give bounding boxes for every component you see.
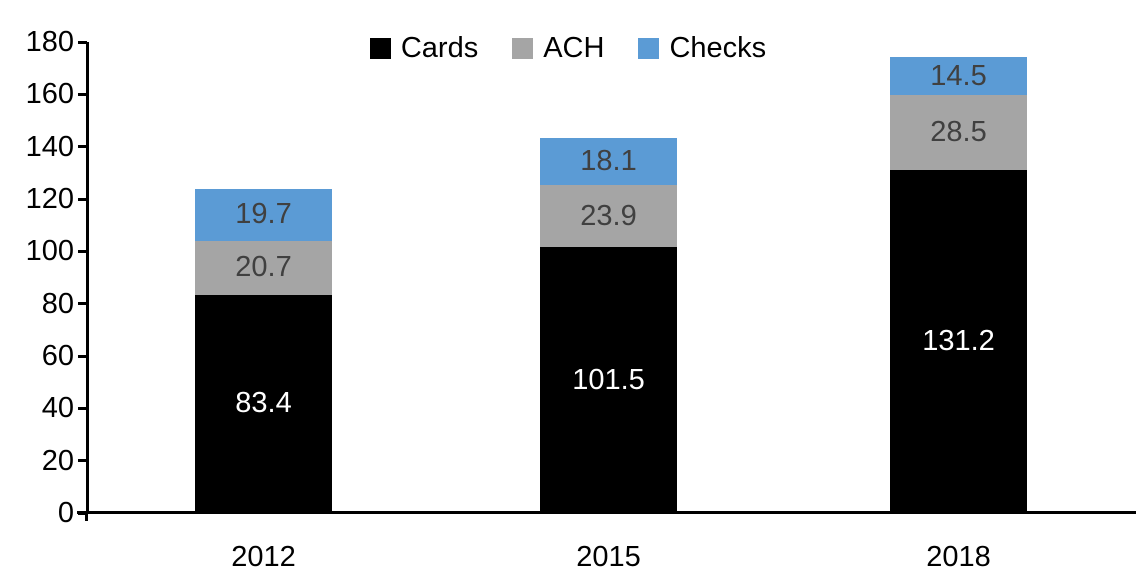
bar-segment-cards-2018 [890, 169, 1027, 513]
bar-segment-checks-2015 [540, 137, 677, 185]
y-axis-tick-label: 180 [25, 26, 74, 58]
y-axis-line [86, 42, 89, 514]
legend-label-ach: ACH [543, 32, 605, 64]
cards-swatch-icon [369, 38, 391, 59]
data-label-ach-2018: 28.5 [930, 115, 987, 148]
y-axis-tick [78, 459, 87, 463]
legend-item-checks: Checks [638, 34, 766, 63]
ach-swatch-icon [512, 38, 534, 59]
checks-swatch-icon [638, 38, 660, 59]
chart-legend: Cards ACH Checks [0, 34, 1136, 63]
y-axis-tick-label: 40 [41, 392, 74, 425]
y-axis-tick [78, 406, 87, 410]
y-axis-tick-label: 60 [41, 340, 74, 372]
y-axis-tick-label: 140 [25, 130, 74, 163]
bar-segment-cards-2015 [540, 247, 677, 513]
y-axis-tick-label: 0 [57, 497, 74, 529]
legend-label-cards: Cards [400, 32, 479, 64]
y-axis-tick [78, 197, 87, 201]
x-axis-tick [85, 514, 88, 521]
y-axis-tick [78, 92, 87, 96]
y-axis-tick [78, 145, 87, 149]
bar-segment-ach-2018 [890, 95, 1027, 170]
x-axis-category-label: 2012 [231, 541, 296, 573]
data-label-ach-2015: 23.9 [580, 199, 637, 232]
y-axis-tick [78, 511, 87, 515]
data-label-ach-2012: 20.7 [235, 251, 292, 284]
x-axis-category-label: 2018 [926, 541, 991, 573]
legend-item-cards: Cards [369, 32, 479, 64]
x-axis-category-label: 2015 [576, 541, 641, 573]
bar-segment-ach-2012 [195, 240, 332, 295]
data-label-cards-2018: 131.2 [922, 324, 995, 357]
bar-segment-cards-2012 [195, 294, 332, 513]
data-label-checks-2012: 19.7 [235, 198, 292, 231]
legend-label-checks: Checks [669, 32, 767, 64]
y-axis-tick [78, 302, 87, 306]
data-label-cards-2012: 83.4 [235, 387, 292, 420]
y-axis-tick [78, 249, 87, 253]
legend-item-ach: ACH [512, 34, 604, 63]
y-axis-tick [78, 354, 87, 358]
data-label-checks-2015: 18.1 [580, 144, 637, 177]
y-axis-tick [78, 40, 87, 44]
bar-segment-ach-2015 [540, 184, 677, 248]
data-label-cards-2015: 101.5 [572, 363, 645, 396]
bar-segment-checks-2012 [195, 189, 332, 241]
y-axis-tick-label: 120 [25, 183, 74, 215]
data-label-checks-2018: 14.5 [930, 59, 987, 92]
y-axis-tick-label: 100 [25, 235, 74, 268]
y-axis-tick-label: 160 [25, 78, 74, 111]
y-axis-tick-label: 20 [41, 444, 74, 477]
bar-segment-checks-2018 [890, 57, 1027, 96]
y-axis-tick-label: 80 [41, 287, 74, 320]
